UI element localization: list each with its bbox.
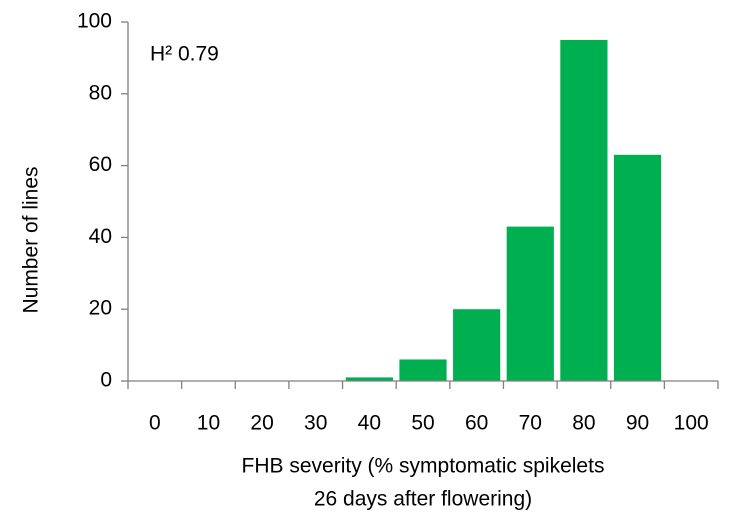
y-tick-label: 60: [89, 153, 112, 176]
y-tick-label: 40: [89, 225, 112, 248]
y-tick-label: 80: [89, 81, 112, 104]
y-tick-label: 0: [100, 369, 112, 392]
x-tick-label: 80: [572, 412, 595, 435]
x-tick-label: 90: [626, 412, 649, 435]
x-tick-label: 40: [358, 412, 381, 435]
x-tick-label: 100: [674, 412, 709, 435]
y-tick-label: 20: [89, 297, 112, 320]
x-axis-label: FHB severity (% symptomatic spikelets: [242, 455, 605, 478]
x-tick-label: 10: [197, 412, 220, 435]
bar: [345, 377, 393, 381]
y-axis-label: Number of lines: [20, 166, 43, 313]
bar: [613, 154, 662, 381]
bar: [560, 39, 608, 381]
annotation: H² 0.79: [150, 43, 219, 66]
x-tick-label: 50: [411, 412, 434, 435]
bar: [453, 309, 501, 381]
x-axis-label: 26 days after flowering): [314, 488, 532, 511]
y-tick-label: 100: [77, 10, 112, 33]
bar: [399, 359, 447, 381]
x-tick-label: 0: [149, 412, 161, 435]
x-tick-label: 30: [304, 412, 327, 435]
x-tick-label: 70: [519, 412, 542, 435]
x-tick-label: 20: [250, 412, 273, 435]
bar: [506, 226, 554, 381]
x-tick-label: 60: [465, 412, 488, 435]
